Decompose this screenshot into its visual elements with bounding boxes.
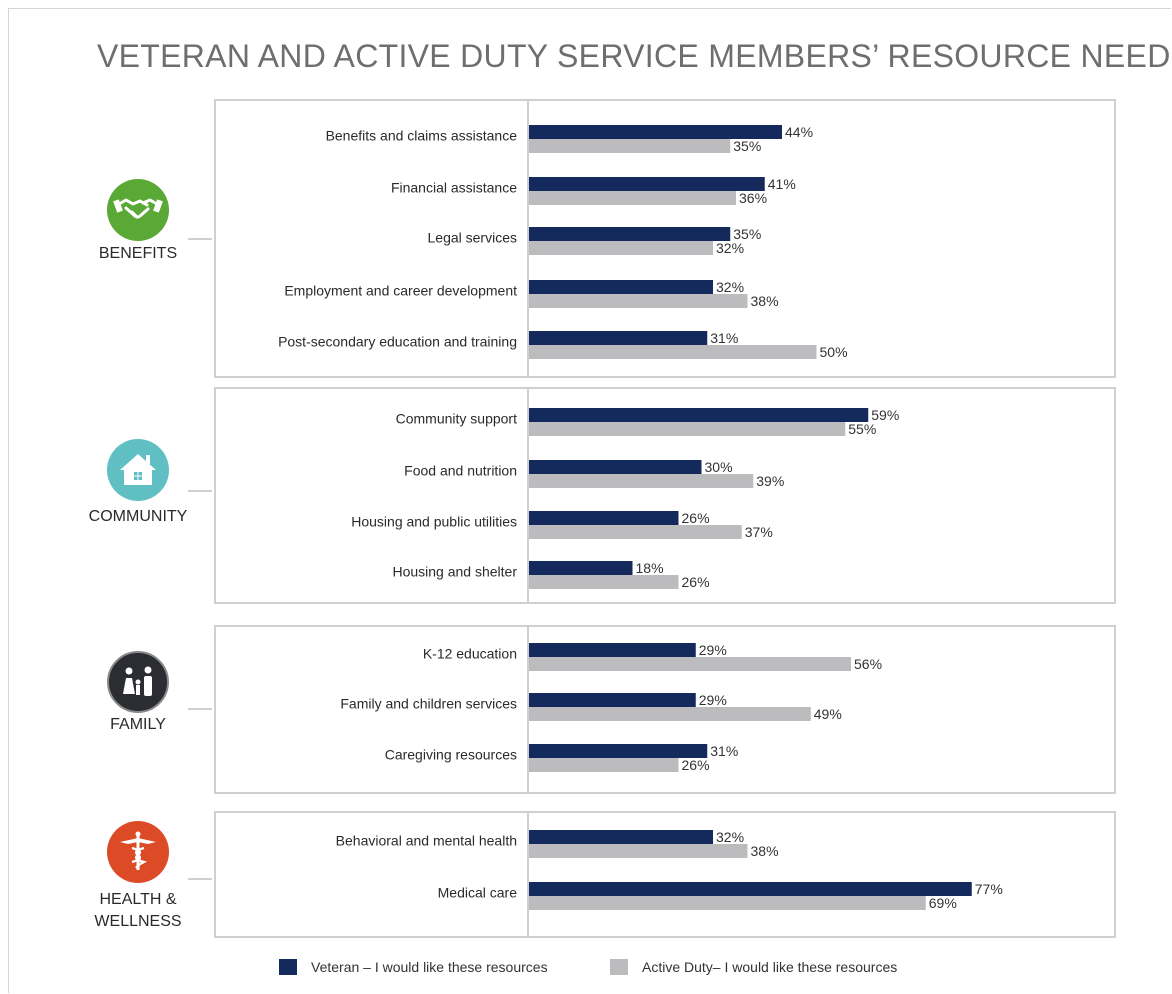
data-label-veteran: 41% bbox=[768, 176, 796, 192]
data-label-veteran: 29% bbox=[699, 692, 727, 708]
bar-active-duty bbox=[529, 758, 679, 772]
row-label: K-12 education bbox=[423, 646, 517, 662]
category-label-health-wellness: HEALTH & WELLNESS bbox=[94, 891, 182, 930]
category-panel bbox=[214, 811, 1116, 938]
data-label-veteran: 77% bbox=[975, 881, 1003, 897]
bar-veteran bbox=[529, 125, 782, 139]
legend-label-veteran: Veteran – I would like these resources bbox=[311, 959, 548, 975]
data-label-veteran: 44% bbox=[785, 124, 813, 140]
data-label-veteran: 35% bbox=[733, 226, 761, 242]
category-label-community: COMMUNITY bbox=[88, 508, 188, 525]
row-label: Housing and public utilities bbox=[351, 514, 517, 530]
bar-active-duty bbox=[529, 707, 811, 721]
row-label: Food and nutrition bbox=[404, 463, 517, 479]
legend-item-active-duty: Active Duty– I would like these resource… bbox=[610, 959, 897, 975]
data-label-veteran: 18% bbox=[636, 560, 664, 576]
row-label: Benefits and claims assistance bbox=[326, 128, 518, 144]
bar-veteran bbox=[529, 830, 713, 844]
data-label-veteran: 26% bbox=[682, 510, 710, 526]
category-panel bbox=[214, 99, 1116, 378]
bar-active-duty bbox=[529, 345, 817, 359]
data-label-active-duty: 69% bbox=[929, 895, 957, 911]
row-label: Legal services bbox=[428, 230, 518, 246]
bar-veteran bbox=[529, 744, 708, 758]
data-label-active-duty: 50% bbox=[820, 344, 848, 360]
row-label: Financial assistance bbox=[391, 180, 517, 196]
data-label-active-duty: 35% bbox=[733, 138, 761, 154]
legend-label-active-duty: Active Duty– I would like these resource… bbox=[642, 959, 898, 975]
bar-veteran bbox=[529, 643, 696, 657]
row-label: Caregiving resources bbox=[385, 747, 517, 763]
data-label-active-duty: 26% bbox=[682, 757, 710, 773]
data-label-active-duty: 55% bbox=[848, 421, 876, 437]
data-label-active-duty: 38% bbox=[751, 843, 779, 859]
chart-frame bbox=[8, 8, 1171, 993]
row-label: Housing and shelter bbox=[392, 564, 517, 580]
category-panel bbox=[214, 625, 1116, 794]
bar-veteran bbox=[529, 693, 696, 707]
bar-active-duty bbox=[529, 191, 736, 205]
row-label: Family and children services bbox=[340, 696, 517, 712]
data-label-active-duty: 39% bbox=[756, 473, 784, 489]
bar-veteran bbox=[529, 460, 702, 474]
data-label-active-duty: 38% bbox=[751, 293, 779, 309]
bar-veteran bbox=[529, 331, 708, 345]
data-label-active-duty: 49% bbox=[814, 706, 842, 722]
bar-veteran bbox=[529, 882, 972, 896]
bar-active-duty bbox=[529, 139, 731, 153]
legend-swatch-active-duty bbox=[610, 959, 628, 975]
bar-active-duty bbox=[529, 294, 748, 308]
data-label-veteran: 32% bbox=[716, 279, 744, 295]
data-label-veteran: 32% bbox=[716, 829, 744, 845]
bar-active-duty bbox=[529, 474, 754, 488]
bar-active-duty bbox=[529, 575, 679, 589]
data-label-veteran: 31% bbox=[710, 330, 738, 346]
category-label-family: FAMILY bbox=[110, 716, 166, 733]
bar-veteran bbox=[529, 561, 633, 575]
bar-active-duty bbox=[529, 241, 713, 255]
row-label: Post-secondary education and training bbox=[278, 334, 517, 350]
bar-active-duty bbox=[529, 844, 748, 858]
bar-active-duty bbox=[529, 422, 846, 436]
chart-title: VETERAN AND ACTIVE DUTY SERVICE MEMBERS’… bbox=[97, 38, 1172, 74]
data-label-veteran: 30% bbox=[705, 459, 733, 475]
data-label-active-duty: 32% bbox=[716, 240, 744, 256]
data-label-active-duty: 36% bbox=[739, 190, 767, 206]
category-label-benefits: BENEFITS bbox=[98, 245, 178, 262]
handshake-icon bbox=[106, 178, 170, 242]
legend-item-veteran: Veteran – I would like these resources bbox=[279, 959, 548, 975]
bar-veteran bbox=[529, 227, 731, 241]
bar-veteran bbox=[529, 408, 869, 422]
legend-swatch-veteran bbox=[279, 959, 297, 975]
row-label: Medical care bbox=[438, 885, 518, 901]
data-label-veteran: 29% bbox=[699, 642, 727, 658]
bar-active-duty bbox=[529, 657, 851, 671]
family-icon bbox=[106, 650, 170, 714]
data-label-active-duty: 37% bbox=[745, 524, 773, 540]
data-label-active-duty: 26% bbox=[682, 574, 710, 590]
bar-active-duty bbox=[529, 896, 926, 910]
data-label-veteran: 31% bbox=[710, 743, 738, 759]
row-label: Employment and career development bbox=[284, 283, 517, 299]
bar-active-duty bbox=[529, 525, 742, 539]
caduceus-icon bbox=[106, 820, 170, 884]
row-label: Community support bbox=[396, 411, 517, 427]
category-panel bbox=[214, 387, 1116, 604]
bar-veteran bbox=[529, 280, 713, 294]
row-label: Behavioral and mental health bbox=[336, 833, 517, 849]
data-label-active-duty: 56% bbox=[854, 656, 882, 672]
bar-veteran bbox=[529, 511, 679, 525]
bar-veteran bbox=[529, 177, 765, 191]
data-label-veteran: 59% bbox=[871, 407, 899, 423]
house-icon bbox=[106, 438, 170, 502]
